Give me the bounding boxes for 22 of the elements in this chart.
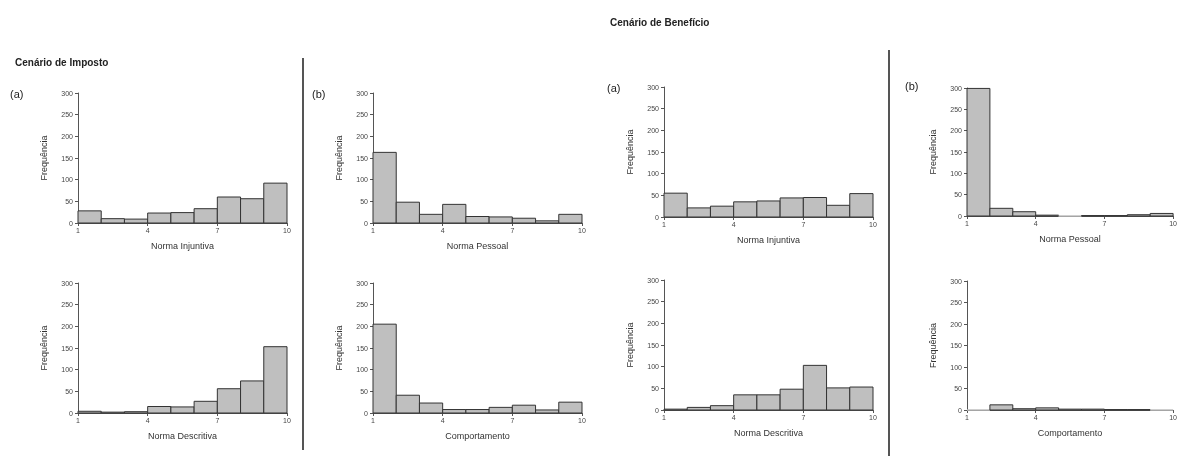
x-axis-title: Comportamento xyxy=(1037,427,1103,438)
y-axis-title: Frequência xyxy=(38,135,49,181)
x-axis-title: Norma Pessoal xyxy=(446,240,509,251)
text: (a) xyxy=(607,81,621,94)
chart-title: Cenário de Imposto xyxy=(15,56,109,68)
chart-title: Cenário de Benefício xyxy=(610,16,710,28)
y-axis-title: Frequência xyxy=(927,322,938,369)
x-axis-title: Comportamento xyxy=(445,430,510,441)
x-axis-title: Norma Pessoal xyxy=(1039,233,1101,244)
text: (b) xyxy=(905,79,919,92)
y-axis-title: Frequência xyxy=(624,322,635,368)
text: (b) xyxy=(312,87,326,100)
y-axis-title: Frequência xyxy=(927,129,938,175)
y-axis-title: Frequência xyxy=(624,129,635,175)
x-axis-title: Norma Injuntiva xyxy=(736,234,801,245)
x-axis-title: Norma Descritiva xyxy=(733,427,804,438)
x-axis-title: Norma Descritiva xyxy=(147,430,218,441)
y-axis-title: Frequência xyxy=(38,325,49,371)
text: (a) xyxy=(10,87,24,100)
x-axis-title: Norma Injuntiva xyxy=(150,240,215,251)
y-axis-title: Frequência xyxy=(333,325,344,371)
y-axis-title: Frequência xyxy=(333,135,344,181)
